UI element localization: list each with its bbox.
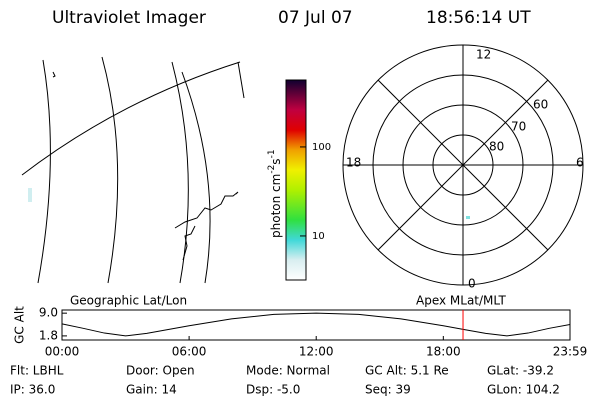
lat-label: 80 — [489, 140, 504, 154]
info-text: Door: Open — [126, 364, 195, 378]
colorbar-tick-label: 100 — [312, 142, 331, 153]
panel-label: Geographic Lat/Lon — [70, 294, 187, 308]
y-tick-label: 1.8 — [39, 328, 58, 342]
time: 18:56:14 UT — [426, 8, 531, 28]
geographic-map — [21, 56, 245, 284]
mlt-label: 12 — [476, 48, 491, 62]
info-text: Gain: 14 — [126, 383, 177, 397]
lat-label: 70 — [511, 120, 526, 134]
x-tick-label: 06:00 — [172, 345, 207, 359]
lat-label: 60 — [533, 98, 548, 112]
info-text: Dsp: -5.0 — [246, 383, 300, 397]
title: Ultraviolet Imager — [52, 8, 206, 28]
mlt-label: 18 — [346, 156, 361, 170]
info-text: IP: 36.0 — [10, 383, 55, 397]
date: 07 Jul 07 — [278, 8, 353, 28]
altitude-line — [61, 312, 571, 337]
x-tick-label: 18:00 — [426, 345, 461, 359]
colorbar-label: photon cm-2s-1 — [267, 149, 283, 238]
polar-grid — [342, 44, 584, 286]
y-tick-label: 9.0 — [39, 306, 58, 320]
mlt-label: 0 — [468, 277, 476, 291]
y-axis-label: GC Alt — [13, 306, 27, 344]
info-text: GC Alt: 5.1 Re — [365, 364, 449, 378]
x-tick-label: 12:00 — [299, 345, 334, 359]
x-tick-label: 23:59 — [553, 345, 588, 359]
colorbar — [285, 79, 307, 281]
info-text: Flt: LBHL — [10, 364, 64, 378]
colorbar-tick-label: 10 — [312, 231, 325, 242]
x-tick-label: 00:00 — [45, 345, 80, 359]
mlt-label: 6 — [576, 156, 584, 170]
panel-label: Apex MLat/MLT — [416, 294, 506, 308]
plot-frame — [61, 309, 571, 341]
info-text: Seq: 39 — [365, 383, 411, 397]
info-text: GLat: -39.2 — [487, 364, 554, 378]
info-text: Mode: Normal — [246, 364, 330, 378]
info-text: GLon: 104.2 — [487, 383, 560, 397]
